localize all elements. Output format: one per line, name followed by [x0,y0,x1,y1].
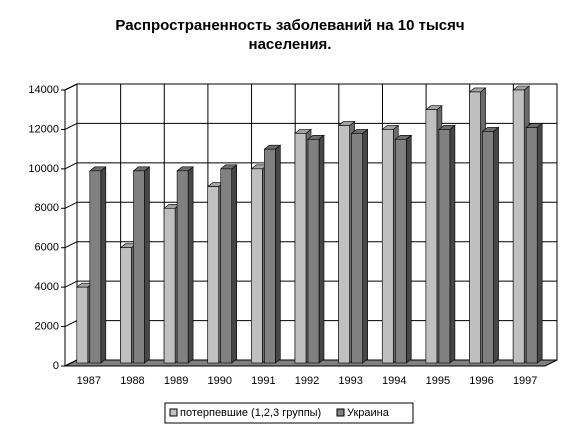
y-tick-label: 14000 [28,84,59,96]
bar-side [100,166,107,364]
grid-line-side [64,241,78,249]
legend-label: Украина [347,407,390,419]
grid-line-side [64,201,78,209]
bar [88,166,107,364]
y-tick-label: 4000 [35,281,59,293]
x-tick-label: 1995 [426,375,450,387]
bar [307,134,325,364]
grid-line-side [64,122,78,130]
bar-front [120,247,132,364]
bar-front [425,109,438,364]
grid-line-side [64,280,78,288]
bar-front [525,127,538,364]
x-tick-label: 1989 [164,375,188,387]
bar-front [207,186,220,364]
chart-title: Распространенность заболеваний на 10 тыс… [115,17,465,53]
bar-side [187,166,194,364]
bar [219,164,238,364]
bar-front [469,91,481,364]
bar-front [294,133,307,364]
y-tick-label: 6000 [35,242,59,254]
bar-front [482,131,494,364]
bar-side [318,134,325,364]
bar-front [176,170,189,364]
bar [525,122,544,364]
y-tick-label: 2000 [35,320,59,332]
x-tick-label: 1996 [469,375,493,387]
x-tick-label: 1990 [207,375,231,387]
x-tick-label: 1988 [120,375,144,387]
legend-swatch [336,408,345,417]
bar [263,144,282,364]
x-tick-label: 1997 [513,375,537,387]
bar-front [351,133,363,364]
bar-front [264,148,276,364]
bar [132,166,151,364]
bar [176,166,194,364]
y-tick-label: 12000 [28,123,59,135]
legend-box [164,402,414,424]
bar-front [220,168,233,364]
grid-line-side [64,83,78,91]
bar-front [338,125,350,364]
x-tick-label: 1992 [295,375,319,387]
y-tick-label: 8000 [35,202,59,214]
bar [481,126,500,364]
y-tick-label: 0 [53,360,59,372]
bar [438,124,456,364]
legend-label: потерпевшие (1,2,3 группы) [180,407,321,419]
bar-front [133,170,145,364]
bar-front [512,89,525,364]
bar-front [89,170,102,364]
legend-swatch [169,408,178,417]
x-tick-label: 1987 [77,375,101,387]
bar [394,134,413,364]
bar-front [307,138,320,364]
bar-side [275,144,281,364]
bar-side [144,166,150,364]
bar-side [449,124,456,364]
bar-side [536,122,543,364]
x-tick-label: 1991 [251,375,275,387]
bar-side [362,128,368,364]
bar-front [438,129,451,364]
bar-side [493,126,499,364]
bar-front [394,138,407,364]
bar-front [76,286,89,364]
grid-line-side [64,320,78,328]
y-tick-label: 10000 [28,163,59,175]
bar-front [163,207,176,364]
bar-front [251,168,263,364]
grid-line-side [64,359,78,367]
x-tick-label: 1994 [382,375,406,387]
grid-line-side [64,162,78,170]
x-tick-label: 1993 [338,375,362,387]
bar [350,128,369,364]
bar-side [405,134,412,364]
bar-side [231,164,238,364]
bar-front [381,129,394,364]
